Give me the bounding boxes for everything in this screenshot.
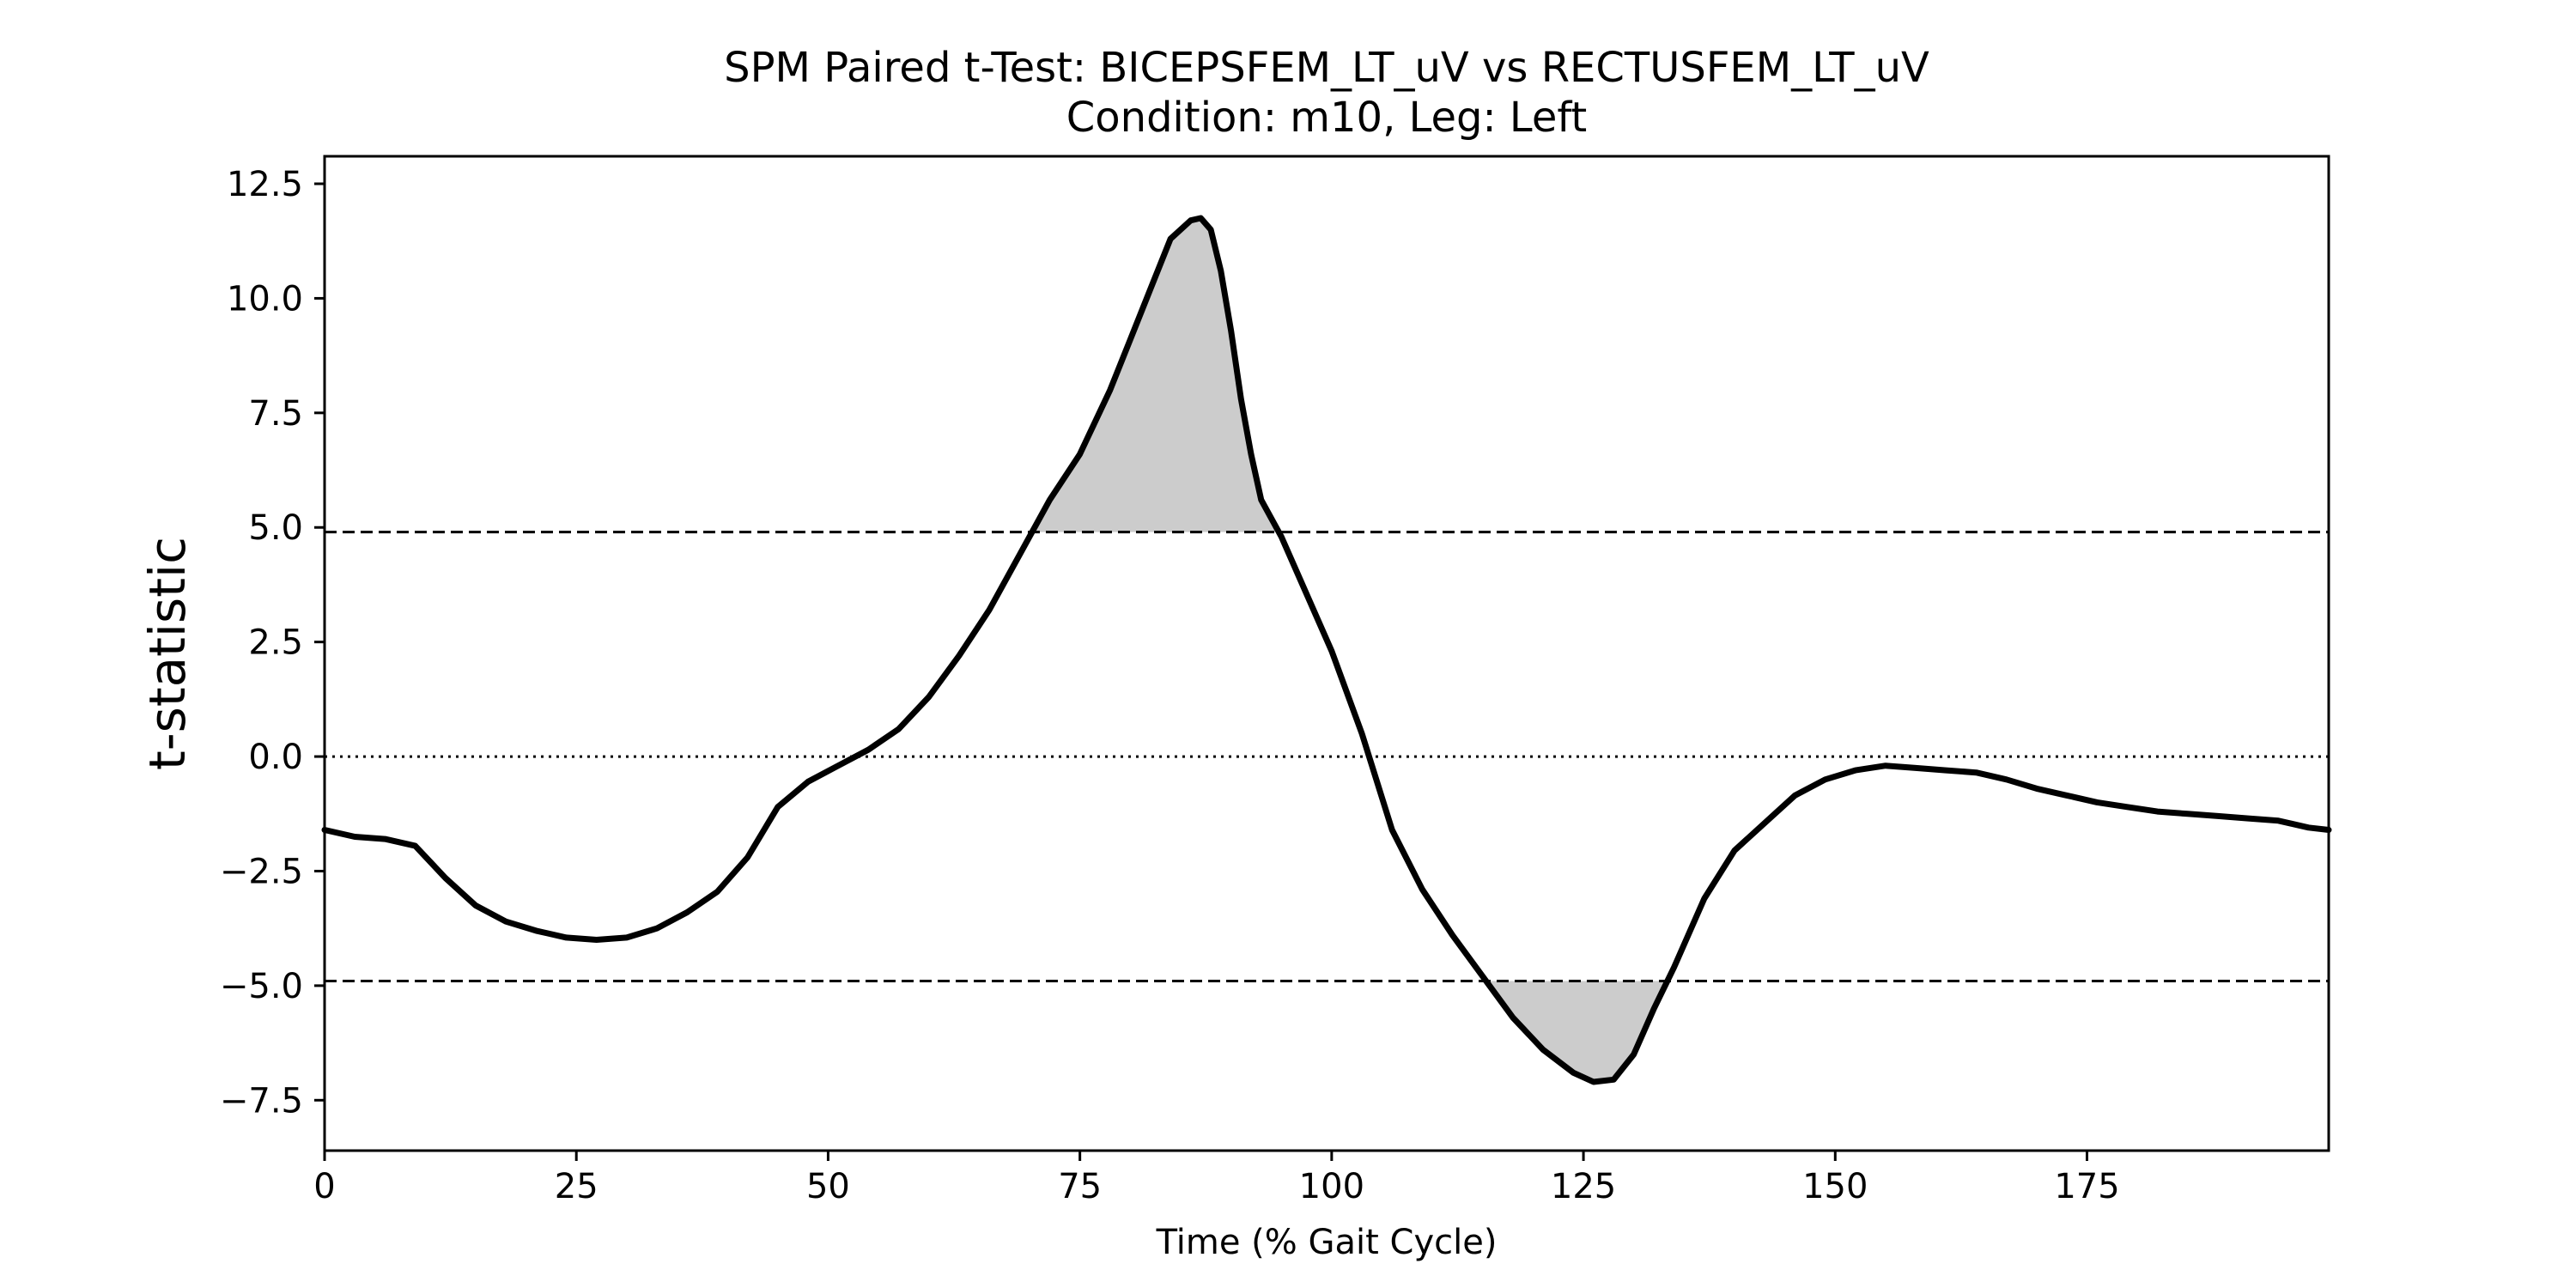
y-tick-label: −5.0: [220, 967, 303, 1006]
y-tick-label: 12.5: [227, 165, 303, 204]
x-tick-label: 150: [1802, 1167, 1868, 1206]
x-tick-label: 25: [555, 1167, 598, 1206]
y-tick-label: 5.0: [248, 508, 303, 548]
y-tick-label: −2.5: [220, 852, 303, 891]
tick-layer: 0 25 50 75 100 125 150 175 12.5 10.0 7.5 5.0 2.5 0.0 −…: [220, 165, 2120, 1206]
x-axis-label: Time (% Gait Cycle): [1156, 1223, 1498, 1262]
y-tick-label: 7.5: [248, 394, 303, 434]
y-tick-label: 2.5: [248, 623, 303, 663]
cluster-negative: [1487, 981, 1668, 1082]
y-tick-label: −7.5: [220, 1081, 303, 1121]
x-tick-label: 75: [1058, 1167, 1102, 1206]
x-tick-label: 125: [1551, 1167, 1616, 1206]
chart-title: SPM Paired t-Test: BICEPSFEM_LT_uV vs RE…: [724, 44, 1929, 92]
x-tick-label: 0: [313, 1167, 335, 1206]
axes-frame: [323, 155, 2330, 1152]
x-tick-label: 50: [806, 1167, 850, 1206]
y-axis-label: t-statistic: [138, 537, 197, 770]
x-tick-label: 100: [1299, 1167, 1364, 1206]
cluster-positive: [1033, 218, 1279, 532]
x-tick-label: 175: [2054, 1167, 2119, 1206]
y-tick-label: 0.0: [248, 738, 303, 777]
chart-subtitle: Condition: m10, Leg: Left: [1066, 94, 1587, 142]
y-tick-label: 10.0: [227, 279, 303, 319]
plot-area: [321, 215, 2332, 1085]
t-statistic-line: [321, 215, 2332, 1085]
